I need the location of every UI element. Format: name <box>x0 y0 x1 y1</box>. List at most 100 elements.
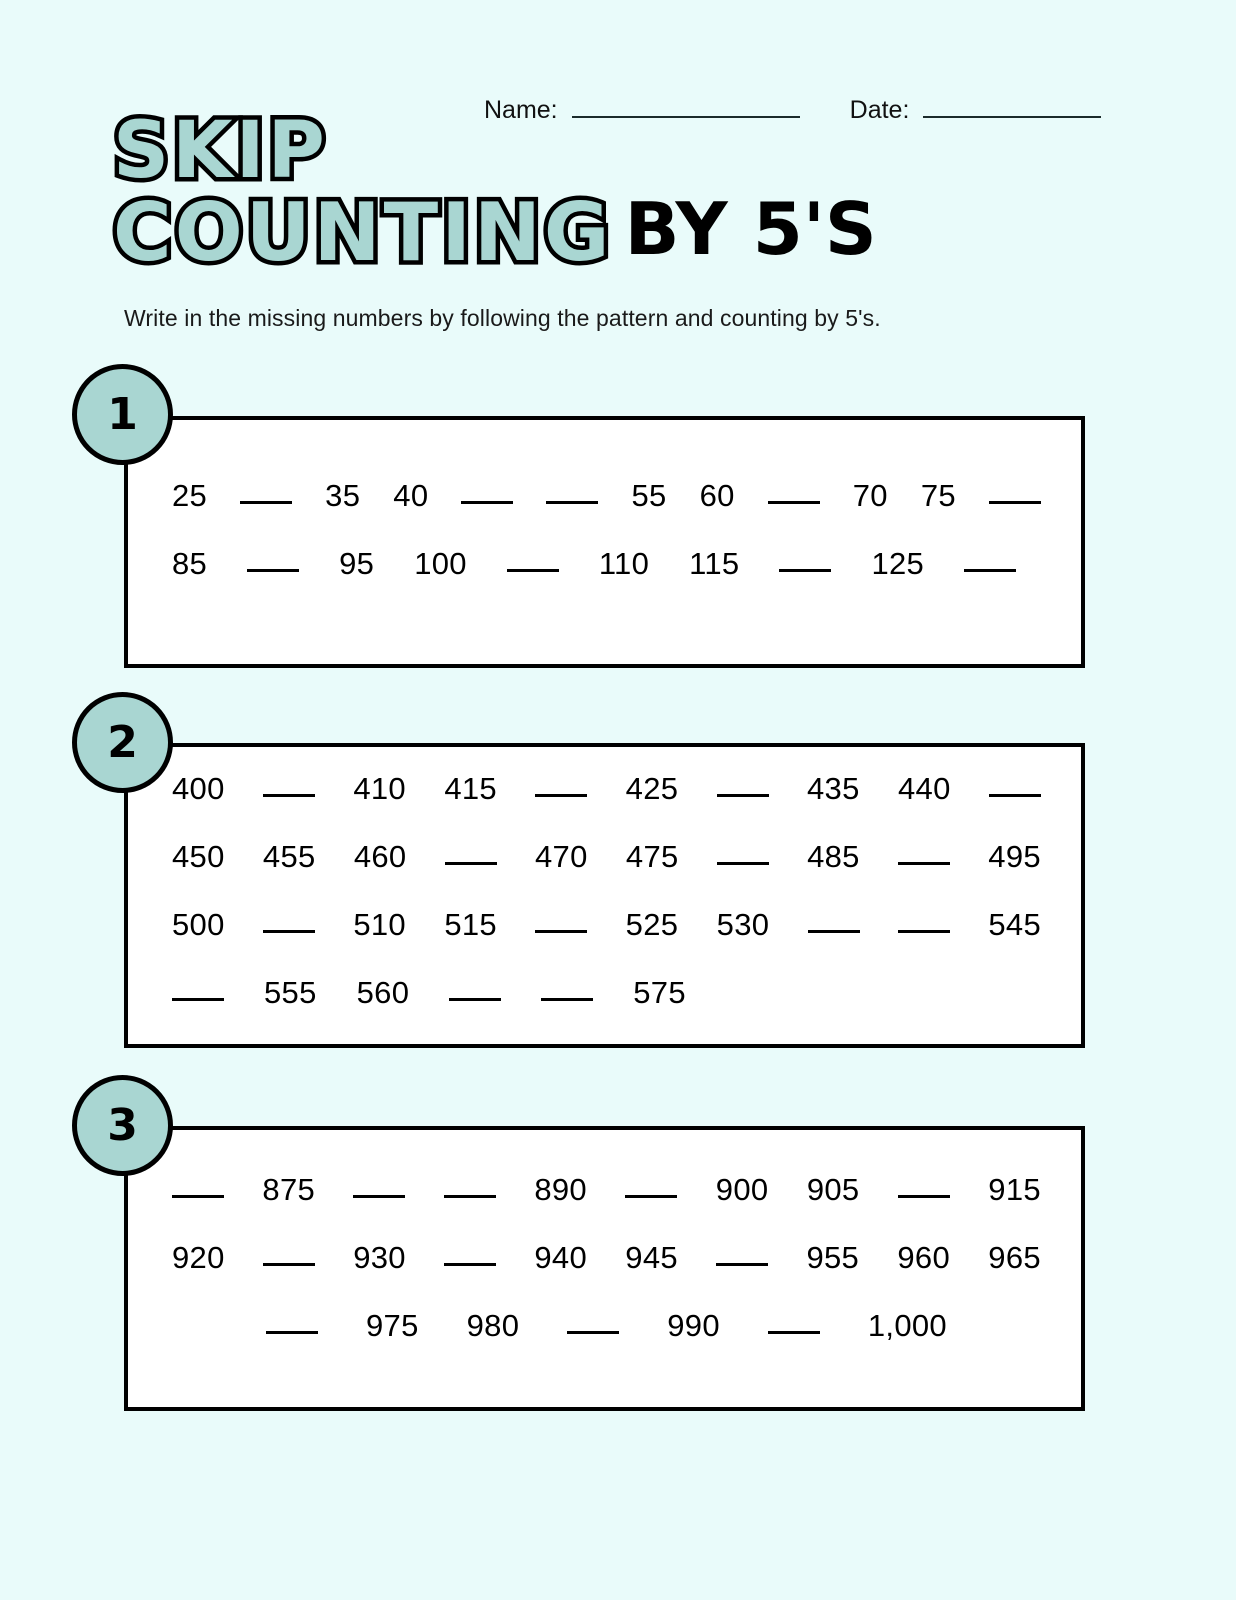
answer-blank[interactable] <box>898 930 950 933</box>
sequence-number: 475 <box>625 839 679 874</box>
answer-blank[interactable] <box>546 501 599 504</box>
name-input-line[interactable] <box>571 116 800 118</box>
answer-blank[interactable] <box>767 1331 820 1334</box>
sequence-number: 415 <box>444 771 497 806</box>
answer-blank[interactable] <box>898 862 950 865</box>
answer-blank[interactable] <box>444 1263 497 1266</box>
sequence-number: 400 <box>172 771 225 806</box>
exercise-number-1: 1 <box>107 388 138 440</box>
answer-blank[interactable] <box>989 501 1041 504</box>
sequence-number: 70 <box>852 478 888 513</box>
instructions-text: Write in the missing numbers by followin… <box>124 305 881 331</box>
sequence-number: 890 <box>534 1172 587 1207</box>
answer-blank[interactable] <box>541 998 594 1001</box>
sequence-number: 470 <box>535 839 588 874</box>
sequence-number: 525 <box>625 907 679 942</box>
answer-blank[interactable] <box>262 1263 315 1266</box>
sequence-rows-3: 875 890 900 905 915 920 930 940 945 955 960 965 975 9… <box>172 1172 1041 1376</box>
answer-blank[interactable] <box>172 1195 224 1198</box>
sequence-number: 35 <box>325 478 361 513</box>
title-line-2: COUNTING BY 5'S <box>109 185 1013 279</box>
sequence-number: 440 <box>898 771 951 806</box>
sequence-number: 500 <box>172 907 225 942</box>
exercise-badge-2: 2 <box>72 692 173 793</box>
answer-blank[interactable] <box>988 794 1041 797</box>
answer-blank[interactable] <box>567 1331 620 1334</box>
answer-blank[interactable] <box>807 930 860 933</box>
sequence-number: 510 <box>353 907 406 942</box>
sequence-number: 1,000 <box>867 1308 947 1343</box>
title-line-1: SKIP <box>109 108 1013 195</box>
answer-blank[interactable] <box>444 862 497 865</box>
sequence-number: 435 <box>807 771 860 806</box>
sequence-rows-1: 25 35 40 55 60 70 75 85 95 100 110 115 125 <box>172 478 1041 614</box>
answer-blank[interactable] <box>266 1331 319 1334</box>
answer-blank[interactable] <box>443 1195 496 1198</box>
sequence-number: 900 <box>715 1172 769 1207</box>
sequence-number: 965 <box>988 1240 1041 1275</box>
answer-blank[interactable] <box>262 930 315 933</box>
exercise-box-1: 25 35 40 55 60 70 75 85 95 100 110 115 125 <box>124 416 1085 668</box>
answer-blank[interactable] <box>779 569 832 572</box>
sequence-number: 455 <box>262 839 316 874</box>
sequence-row: 920 930 940 945 955 960 965 <box>172 1240 1041 1308</box>
answer-blank[interactable] <box>353 1195 406 1198</box>
answer-blank[interactable] <box>262 794 315 797</box>
sequence-number: 955 <box>806 1240 860 1275</box>
sequence-number: 545 <box>988 907 1041 942</box>
answer-blank[interactable] <box>716 794 769 797</box>
sequence-row: 85 95 100 110 115 125 <box>172 546 1041 614</box>
answer-blank[interactable] <box>461 501 514 504</box>
sequence-number: 875 <box>262 1172 316 1207</box>
sequence-number: 95 <box>339 546 375 581</box>
sequence-number: 920 <box>172 1240 225 1275</box>
answer-blank[interactable] <box>897 1195 950 1198</box>
exercise-number-3: 3 <box>107 1099 138 1151</box>
sequence-row: 975 980 990 1,000 <box>172 1308 1041 1376</box>
sequence-number: 960 <box>897 1240 950 1275</box>
exercise-badge-1: 1 <box>72 364 173 465</box>
answer-blank[interactable] <box>716 862 769 865</box>
sequence-number: 990 <box>667 1308 720 1343</box>
sequence-number: 425 <box>625 771 679 806</box>
sequence-number: 915 <box>988 1172 1041 1207</box>
sequence-rows-2: 400 410 415 425 435 440 450 455 460 470 475 485 495 5… <box>172 771 1041 1043</box>
sequence-number: 75 <box>920 478 956 513</box>
sequence-number: 980 <box>466 1308 520 1343</box>
answer-blank[interactable] <box>716 1263 769 1266</box>
sequence-number: 940 <box>534 1240 587 1275</box>
sequence-number: 560 <box>356 975 410 1010</box>
sequence-number: 410 <box>353 771 406 806</box>
name-date-header: Name: Date: <box>484 96 1102 125</box>
sequence-number: 975 <box>366 1308 419 1343</box>
sequence-row: 875 890 900 905 915 <box>172 1172 1041 1240</box>
answer-blank[interactable] <box>240 501 293 504</box>
answer-blank[interactable] <box>247 569 300 572</box>
title-word-by-5s: BY 5'S <box>624 186 877 271</box>
answer-blank[interactable] <box>449 998 502 1001</box>
exercise-number-2: 2 <box>107 716 138 768</box>
answer-blank[interactable] <box>625 1195 678 1198</box>
date-label: Date: <box>849 96 910 124</box>
sequence-number: 125 <box>871 546 925 581</box>
sequence-number: 945 <box>625 1240 678 1275</box>
answer-blank[interactable] <box>506 569 559 572</box>
sequence-number: 905 <box>806 1172 860 1207</box>
sequence-number: 110 <box>598 546 650 581</box>
sequence-number: 485 <box>807 839 860 874</box>
exercise-box-3: 875 890 900 905 915 920 930 940 945 955 960 965 975 9… <box>124 1126 1085 1411</box>
sequence-number: 25 <box>172 478 208 513</box>
page-title: SKIP COUNTING BY 5'S <box>109 108 1013 279</box>
title-word-counting: COUNTING <box>109 185 615 279</box>
name-label: Name: <box>484 96 558 124</box>
answer-blank[interactable] <box>535 930 588 933</box>
sequence-number: 55 <box>631 478 667 513</box>
sequence-number: 40 <box>393 478 429 513</box>
date-input-line[interactable] <box>923 116 1102 118</box>
answer-blank[interactable] <box>767 501 820 504</box>
answer-blank[interactable] <box>964 569 1017 572</box>
answer-blank[interactable] <box>535 794 588 797</box>
answer-blank[interactable] <box>172 998 224 1001</box>
sequence-number: 450 <box>172 839 225 874</box>
sequence-row: 555 560 575 <box>172 975 1041 1043</box>
